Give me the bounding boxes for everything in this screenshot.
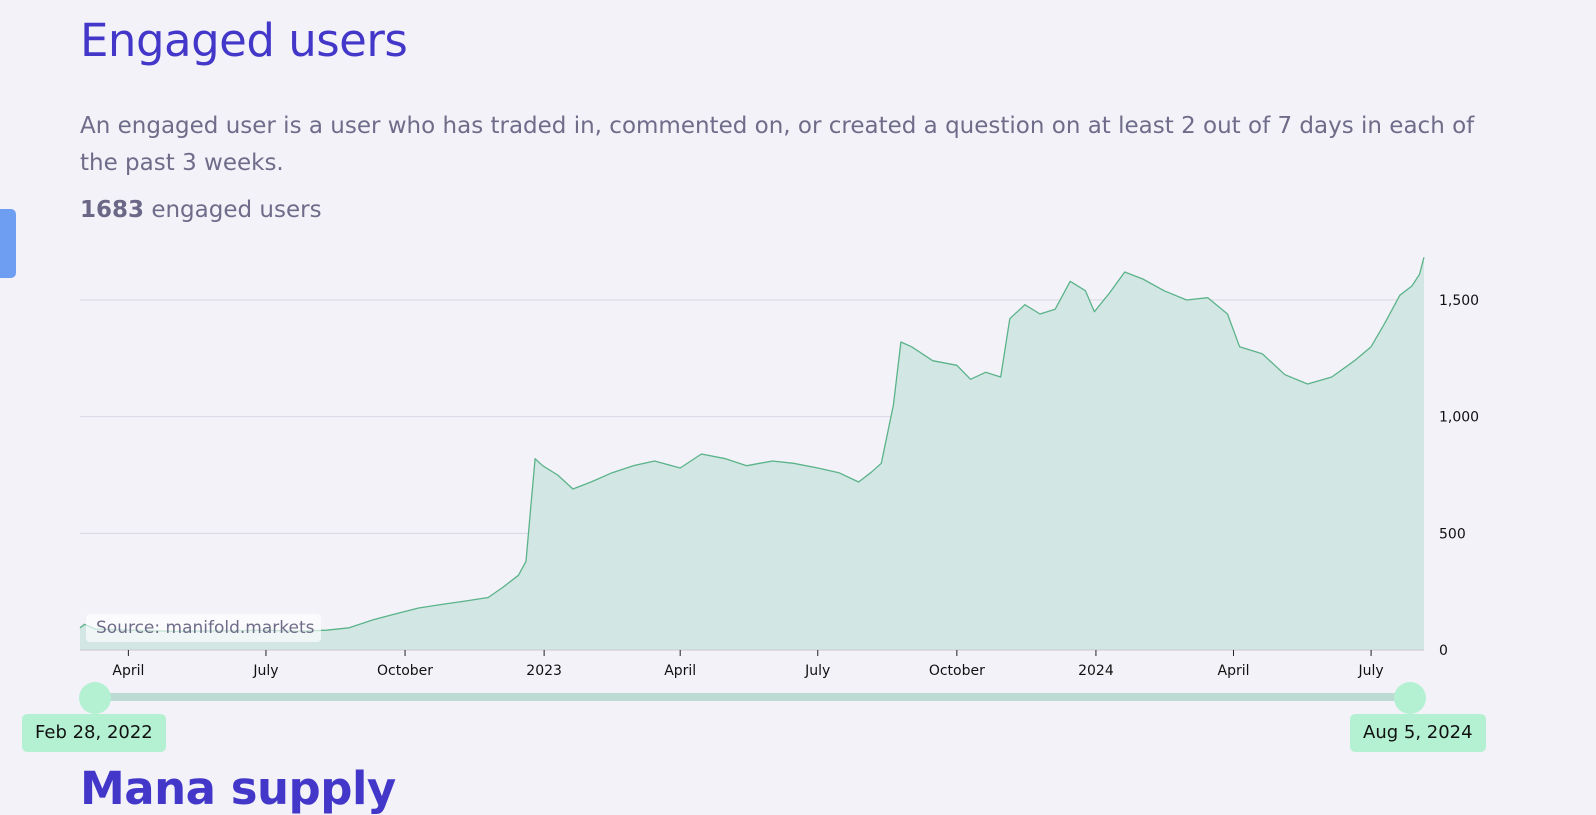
x-tick-label: April	[1218, 663, 1250, 679]
x-tick-label: July	[1357, 663, 1383, 679]
engaged-users-count: 1683 engaged users	[80, 197, 322, 223]
date-range-slider-track[interactable]	[95, 693, 1410, 701]
source-label: Source: manifold.markets	[86, 614, 321, 642]
side-panel-tab[interactable]	[0, 209, 16, 278]
x-tick-label: October	[929, 663, 985, 679]
x-tick-label: July	[252, 663, 278, 679]
page-title: Engaged users	[80, 14, 408, 67]
range-end-handle[interactable]	[1394, 682, 1426, 714]
range-end-label: Aug 5, 2024	[1350, 714, 1486, 752]
y-tick-label: 500	[1439, 526, 1466, 542]
range-start-label: Feb 28, 2022	[22, 714, 166, 752]
next-section-title: Mana supply	[80, 762, 396, 815]
series-area	[80, 257, 1424, 650]
y-tick-label: 0	[1439, 643, 1448, 659]
y-tick-label: 1,000	[1439, 410, 1479, 426]
range-start-handle[interactable]	[79, 682, 111, 714]
x-tick-label: 2024	[1078, 663, 1114, 679]
page-description: An engaged user is a user who has traded…	[80, 113, 1475, 176]
count-suffix: engaged users	[144, 197, 322, 223]
y-tick-label: 1,500	[1439, 293, 1479, 309]
count-value: 1683	[80, 197, 145, 223]
x-tick-label: July	[804, 663, 830, 679]
x-tick-label: April	[664, 663, 696, 679]
x-tick-label: April	[112, 663, 144, 679]
x-tick-label: 2023	[526, 663, 562, 679]
x-tick-label: October	[377, 663, 433, 679]
series-line	[79, 257, 1425, 632]
